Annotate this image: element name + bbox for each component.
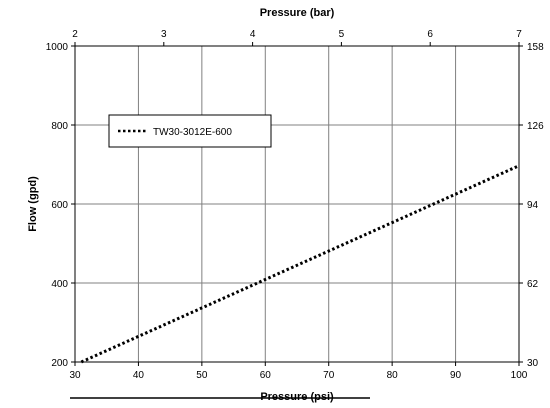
x-tick-label: 90 [450,370,462,381]
y2-tick-label: 158 [527,42,544,53]
y-tick-label: 400 [51,279,68,290]
x2-tick-label: 2 [72,29,78,40]
x-tick-label: 80 [387,370,399,381]
x-tick-label: 50 [196,370,208,381]
x2-tick-label: 5 [339,29,345,40]
y2-tick-label: 94 [527,200,539,211]
y-axis-title: Flow (gpd) [27,176,39,232]
x2-tick-label: 7 [516,29,522,40]
legend: TW30-3012E-600 [108,114,272,148]
y2-tick-label: 62 [527,279,539,290]
legend-box [108,114,272,148]
x2-tick-label: 3 [161,29,167,40]
x2-tick-label: 6 [427,29,433,40]
x-tick-label: 30 [69,370,81,381]
x-tick-label: 60 [260,370,272,381]
x-tick-label: 70 [323,370,335,381]
y-tick-label: 600 [51,200,68,211]
ticks [71,42,523,366]
legend-entry: TW30-3012E-600 [153,127,232,138]
x-tick-label: 40 [133,370,145,381]
y-tick-label: 1000 [46,42,69,53]
y2-tick-label: 126 [527,121,544,132]
y2-tick-label: 30 [527,358,539,369]
y-tick-label: 200 [51,358,68,369]
x-axis-title: Pressure (psi) [260,391,334,403]
y-tick-label: 800 [51,121,68,132]
x-tick-label: 100 [511,370,528,381]
x2-axis-title: Pressure (bar) [260,7,335,19]
x2-tick-label: 4 [250,29,256,40]
